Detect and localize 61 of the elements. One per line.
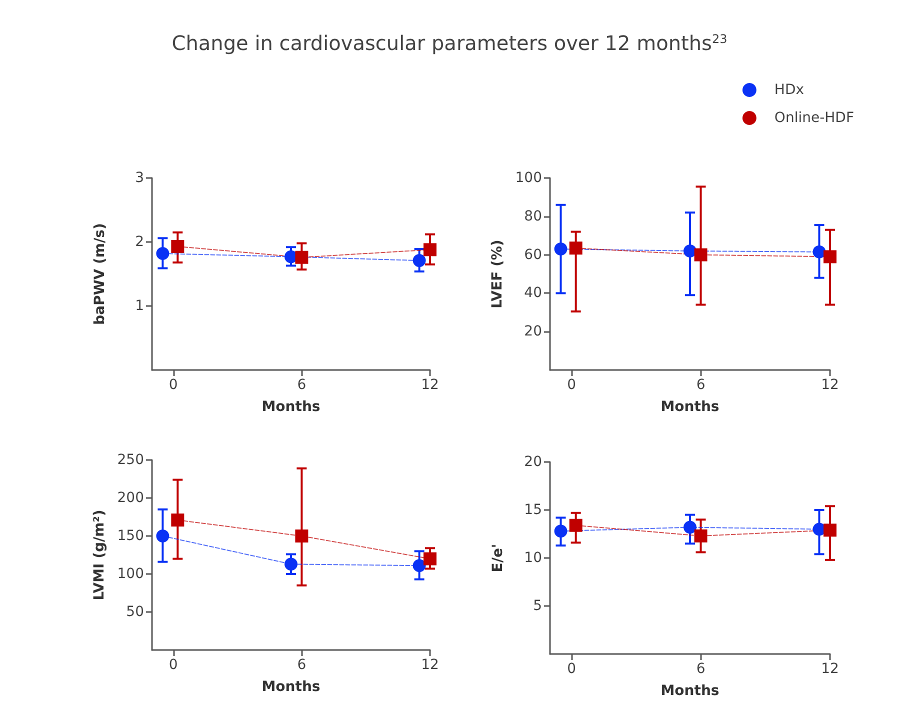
point	[694, 529, 708, 542]
point	[684, 520, 696, 534]
point	[424, 243, 436, 256]
y-tick-label: 3	[135, 170, 144, 186]
y-tick-label: 150	[117, 528, 144, 544]
x-tick-label: 0	[567, 661, 576, 677]
x-tick-label: 0	[168, 657, 178, 673]
y-tick-label: 15	[524, 502, 542, 518]
x-tick-label: 6	[696, 661, 706, 677]
x-axis-title: Months	[262, 399, 320, 415]
y-tick-label: 20	[524, 454, 542, 470]
x-tick-label: 12	[421, 377, 439, 393]
point	[569, 518, 582, 532]
x-tick-label: 0	[168, 377, 178, 393]
y-tick-label: 60	[524, 246, 542, 263]
x-tick-label: 6	[297, 657, 306, 673]
y-tick-label: 5	[533, 598, 542, 614]
point	[295, 530, 308, 542]
y-axis-title: baPWV (m/s)	[92, 223, 108, 325]
x-tick-label: 12	[821, 661, 839, 677]
point	[694, 248, 708, 262]
point	[812, 245, 826, 258]
y-tick-label: 20	[524, 324, 542, 340]
legend-label: Online-HDF	[774, 110, 854, 126]
y-tick-label: 80	[524, 208, 542, 224]
x-axis-title: Months	[660, 683, 720, 699]
legend-label: HDx	[774, 82, 804, 98]
y-tick-label: 2	[135, 234, 144, 250]
x-tick-label: 12	[821, 377, 839, 393]
point	[554, 242, 568, 256]
y-tick-label: 10	[524, 550, 542, 566]
y-tick-label: 100	[117, 566, 144, 582]
x-tick-label: 0	[567, 377, 576, 393]
y-tick-label: 250	[117, 452, 144, 468]
y-tick-label: 1	[135, 298, 144, 314]
point	[171, 240, 184, 253]
x-tick-label: 6	[696, 377, 706, 393]
point	[156, 247, 170, 260]
point	[554, 524, 568, 538]
y-tick-label: 200	[117, 490, 144, 506]
y-axis-title: E/e'	[490, 544, 506, 572]
point	[824, 524, 836, 537]
point	[569, 242, 582, 255]
y-tick-label: 50	[126, 604, 144, 620]
x-tick-label: 12	[421, 657, 439, 673]
point	[156, 530, 170, 542]
point	[684, 244, 696, 258]
y-axis-title: LVMI (g/m²)	[91, 510, 108, 600]
y-axis-title: LVEF (%)	[489, 240, 506, 308]
x-tick-label: 6	[297, 377, 306, 393]
point	[424, 552, 436, 566]
y-tick-label: 40	[524, 285, 542, 302]
point	[284, 558, 298, 571]
point	[171, 514, 184, 527]
point	[412, 559, 426, 572]
x-axis-title: Months	[660, 399, 720, 415]
point	[824, 250, 836, 264]
x-axis-title: Months	[262, 679, 320, 695]
point	[412, 254, 426, 268]
point	[295, 250, 308, 264]
y-tick-label: 100	[515, 170, 542, 186]
